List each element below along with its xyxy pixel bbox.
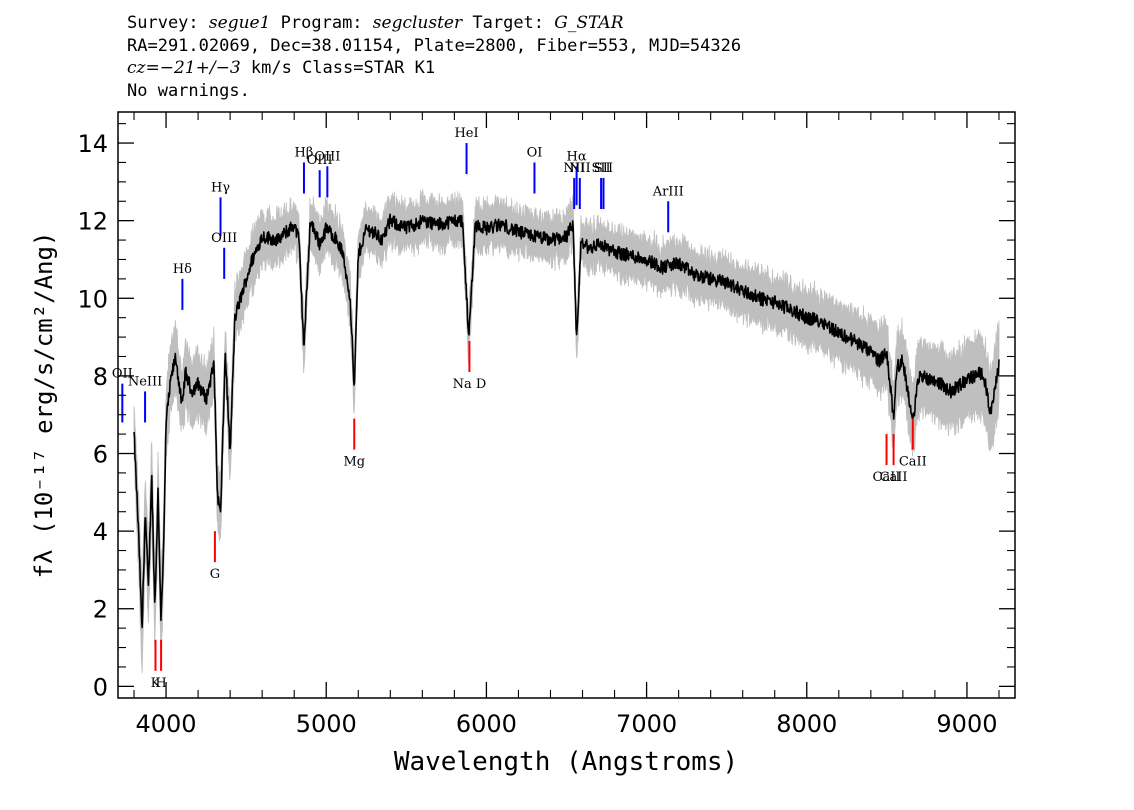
program-label: Program:	[280, 13, 363, 33]
axis-ticks: 4000 5000 6000 7000 8000 9000 0 2 4 6 8 10 12 14	[77, 112, 1015, 738]
emission-line-label: OIII	[211, 231, 237, 246]
cz-value: cz=−21+/−3	[127, 58, 241, 78]
y-tick-label: 0	[93, 673, 108, 701]
cz-rest: km/s Class=STAR K1	[250, 58, 436, 78]
y-tick-label: 6	[93, 441, 108, 469]
emission-line-label: SII	[592, 161, 611, 176]
absorption-line-label: Na D	[453, 377, 487, 392]
x-axis-label: Wavelength (Angstroms)	[394, 747, 738, 777]
y-axis-label: fλ (10⁻¹⁷ erg/s/cm²/Ang)	[30, 232, 58, 579]
target-value: G_STAR	[554, 13, 624, 33]
emission-line-label: Hα	[567, 149, 587, 164]
x-tick-label: 6000	[456, 710, 517, 738]
x-tick-label: 5000	[296, 710, 357, 738]
x-tick-label: 9000	[936, 710, 997, 738]
emission-line-label: SII	[594, 161, 613, 176]
x-tick-label: 8000	[776, 710, 837, 738]
emission-line-label: OI	[527, 145, 543, 160]
plot-frame	[117, 111, 1016, 699]
emission-line-label: Hβ	[295, 145, 314, 160]
absorption-line-label: CaII	[873, 470, 901, 485]
absorption-line-label: CaII	[880, 470, 908, 485]
flux-line	[133, 213, 1000, 629]
survey-value: segue1	[208, 13, 271, 33]
header-line-3: cz=−21+/−3 km/s Class=STAR K1	[127, 57, 741, 80]
x-tick-label: 7000	[616, 710, 677, 738]
y-tick-label: 12	[77, 208, 108, 236]
flux-series	[133, 213, 1000, 629]
emission-line-label: ArIII	[652, 184, 684, 199]
emission-line-label: Hγ	[211, 180, 230, 195]
absorption-line-label: H	[155, 676, 166, 691]
emission-line-label: HeI	[454, 126, 478, 141]
survey-label: Survey:	[127, 13, 199, 33]
absorption-line-label: G	[210, 567, 220, 582]
y-tick-label: 2	[93, 596, 108, 624]
x-tick-label: 4000	[136, 710, 197, 738]
noise-band-area	[133, 189, 1000, 674]
absorption-line-label: K	[151, 676, 161, 691]
emission-line-label: NeIII	[128, 374, 162, 389]
y-tick-label: 14	[77, 130, 108, 158]
y-tick-label: 8	[93, 363, 108, 391]
emission-line-label: Hδ	[173, 262, 192, 277]
header-line-1: Survey: segue1 Program: segcluster Targe…	[127, 12, 741, 35]
emission-line-label: OIII	[314, 149, 340, 164]
target-label: Target:	[472, 13, 545, 33]
absorption-line-label: CaII	[899, 455, 927, 470]
y-tick-label: 4	[93, 518, 108, 546]
emission-line-label: NII	[569, 161, 591, 176]
program-value: segcluster	[372, 13, 463, 33]
emission-line-label: NII	[563, 161, 585, 176]
emission-line-label: OIII	[307, 153, 333, 168]
noise-band	[133, 189, 1000, 674]
spectrum-header: Survey: segue1 Program: segcluster Targe…	[127, 12, 741, 102]
emission-line-label: OII	[112, 367, 133, 382]
absorption-line-label: Mg	[343, 455, 365, 470]
header-line-4: No warnings.	[127, 80, 250, 101]
y-tick-label: 10	[77, 285, 108, 313]
header-line-2: RA=291.02069, Dec=38.01154, Plate=2800, …	[127, 35, 742, 56]
